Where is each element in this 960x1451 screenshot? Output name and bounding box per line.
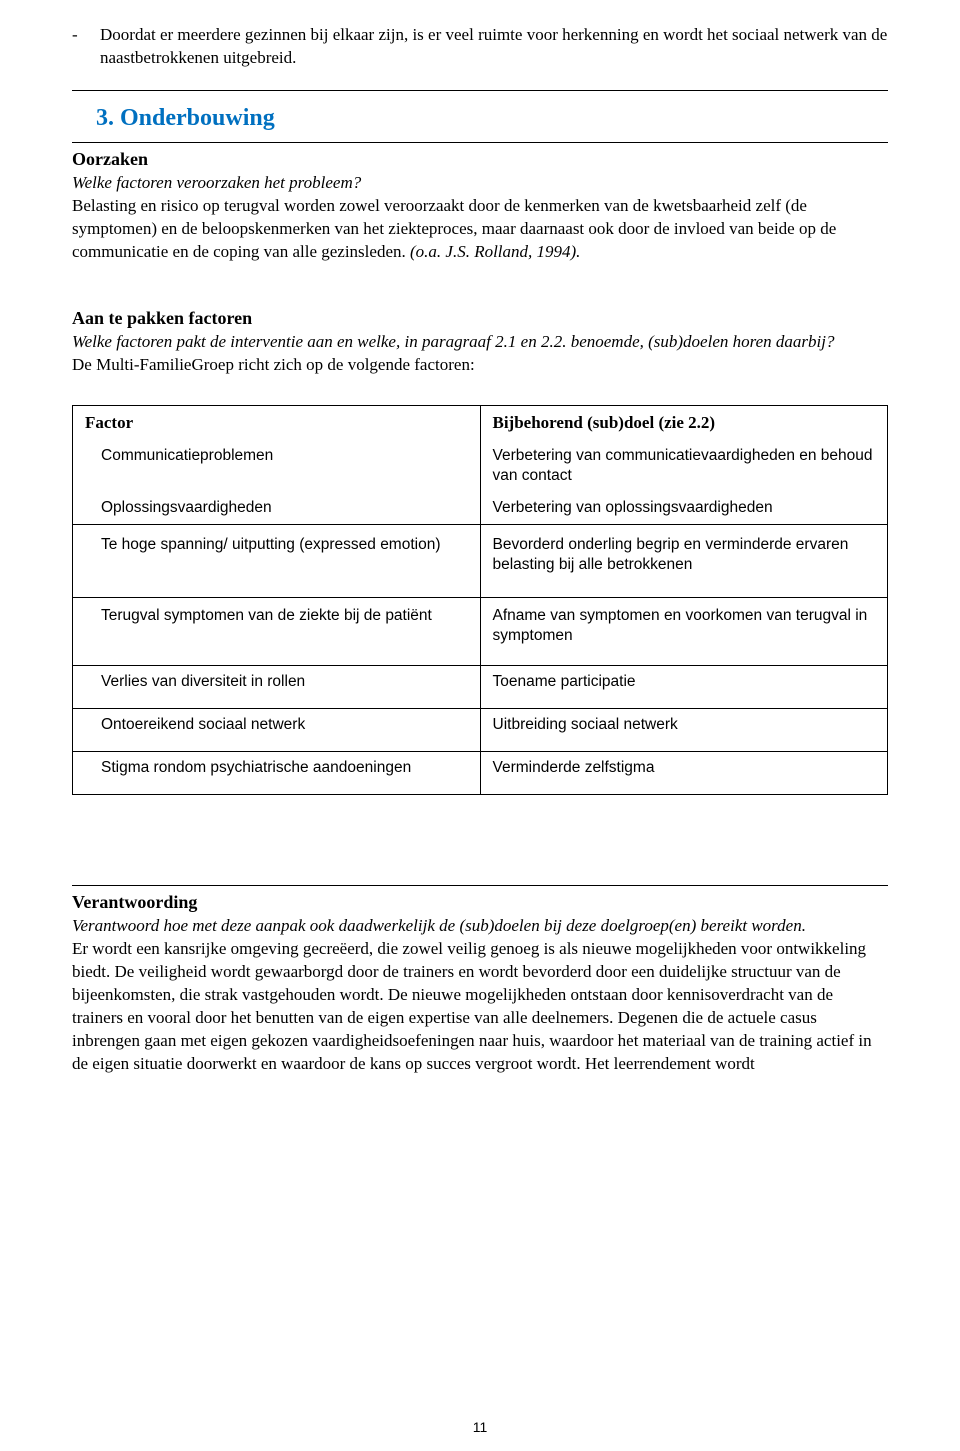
oorzaken-body: Belasting en risico op terugval worden z… — [72, 195, 888, 264]
table-cell-right: Toename participatie — [480, 665, 888, 708]
bullet-dash: - — [72, 24, 100, 47]
table-cell-left: Te hoge spanning/ uitputting (expressed … — [73, 525, 481, 598]
table-cell-left: Ontoereikend sociaal netwerk — [73, 708, 481, 751]
aanpakken-heading: Aan te pakken factoren — [72, 308, 888, 329]
bullet-text: Doordat er meerdere gezinnen bij elkaar … — [100, 24, 888, 70]
table-row: Communicatieproblemen Verbetering van co… — [73, 440, 888, 492]
verantwoording-body: Er wordt een kansrijke omgeving gecreëer… — [72, 938, 888, 1076]
table-row: Oplossingsvaardigheden Verbetering van o… — [73, 492, 888, 525]
table-cell-left: Oplossingsvaardigheden — [73, 492, 481, 525]
section-divider-top — [72, 90, 888, 91]
table-row: Terugval symptomen van de ziekte bij de … — [73, 598, 888, 665]
oorzaken-heading: Oorzaken — [72, 149, 888, 170]
table-cell-right: Afname van symptomen en voorkomen van te… — [480, 598, 888, 665]
table-cell-right: Verbetering van oplossingsvaardigheden — [480, 492, 888, 525]
bullet-item: - Doordat er meerdere gezinnen bij elkaa… — [72, 24, 888, 70]
table-cell-right: Verminderde zelfstigma — [480, 751, 888, 794]
table-row: Ontoereikend sociaal netwerk Uitbreiding… — [73, 708, 888, 751]
factor-table: Factor Bijbehorend (sub)doel (zie 2.2) C… — [72, 405, 888, 796]
table-cell-left: Stigma rondom psychiatrische aandoeninge… — [73, 751, 481, 794]
page-number: 11 — [0, 1419, 960, 1435]
table-cell-left: Terugval symptomen van de ziekte bij de … — [73, 598, 481, 665]
oorzaken-body-italic: (o.a. J.S. Rolland, 1994). — [410, 242, 580, 261]
section-divider-under-title — [72, 142, 888, 143]
table-header-row: Factor Bijbehorend (sub)doel (zie 2.2) — [73, 405, 888, 440]
aanpakken-question: Welke factoren pakt de interventie aan e… — [72, 331, 888, 354]
table-row: Verlies van diversiteit in rollen Toenam… — [73, 665, 888, 708]
section-divider-before-verantwoording — [72, 885, 888, 886]
verantwoording-question: Verantwoord hoe met deze aanpak ook daad… — [72, 915, 888, 938]
table-header-left: Factor — [73, 405, 481, 440]
section-title: 3. Onderbouwing — [96, 105, 888, 132]
verantwoording-heading: Verantwoording — [72, 892, 888, 913]
table-row: Stigma rondom psychiatrische aandoeninge… — [73, 751, 888, 794]
table-cell-left: Verlies van diversiteit in rollen — [73, 665, 481, 708]
table-cell-right: Uitbreiding sociaal netwerk — [480, 708, 888, 751]
table-cell-left: Communicatieproblemen — [73, 440, 481, 492]
table-header-right: Bijbehorend (sub)doel (zie 2.2) — [480, 405, 888, 440]
table-row: Te hoge spanning/ uitputting (expressed … — [73, 525, 888, 598]
oorzaken-question: Welke factoren veroorzaken het probleem? — [72, 172, 888, 195]
table-cell-right: Verbetering van communicatievaardigheden… — [480, 440, 888, 492]
table-cell-right: Bevorderd onderling begrip en verminderd… — [480, 525, 888, 598]
aanpakken-lead: De Multi-FamilieGroep richt zich op de v… — [72, 354, 888, 377]
